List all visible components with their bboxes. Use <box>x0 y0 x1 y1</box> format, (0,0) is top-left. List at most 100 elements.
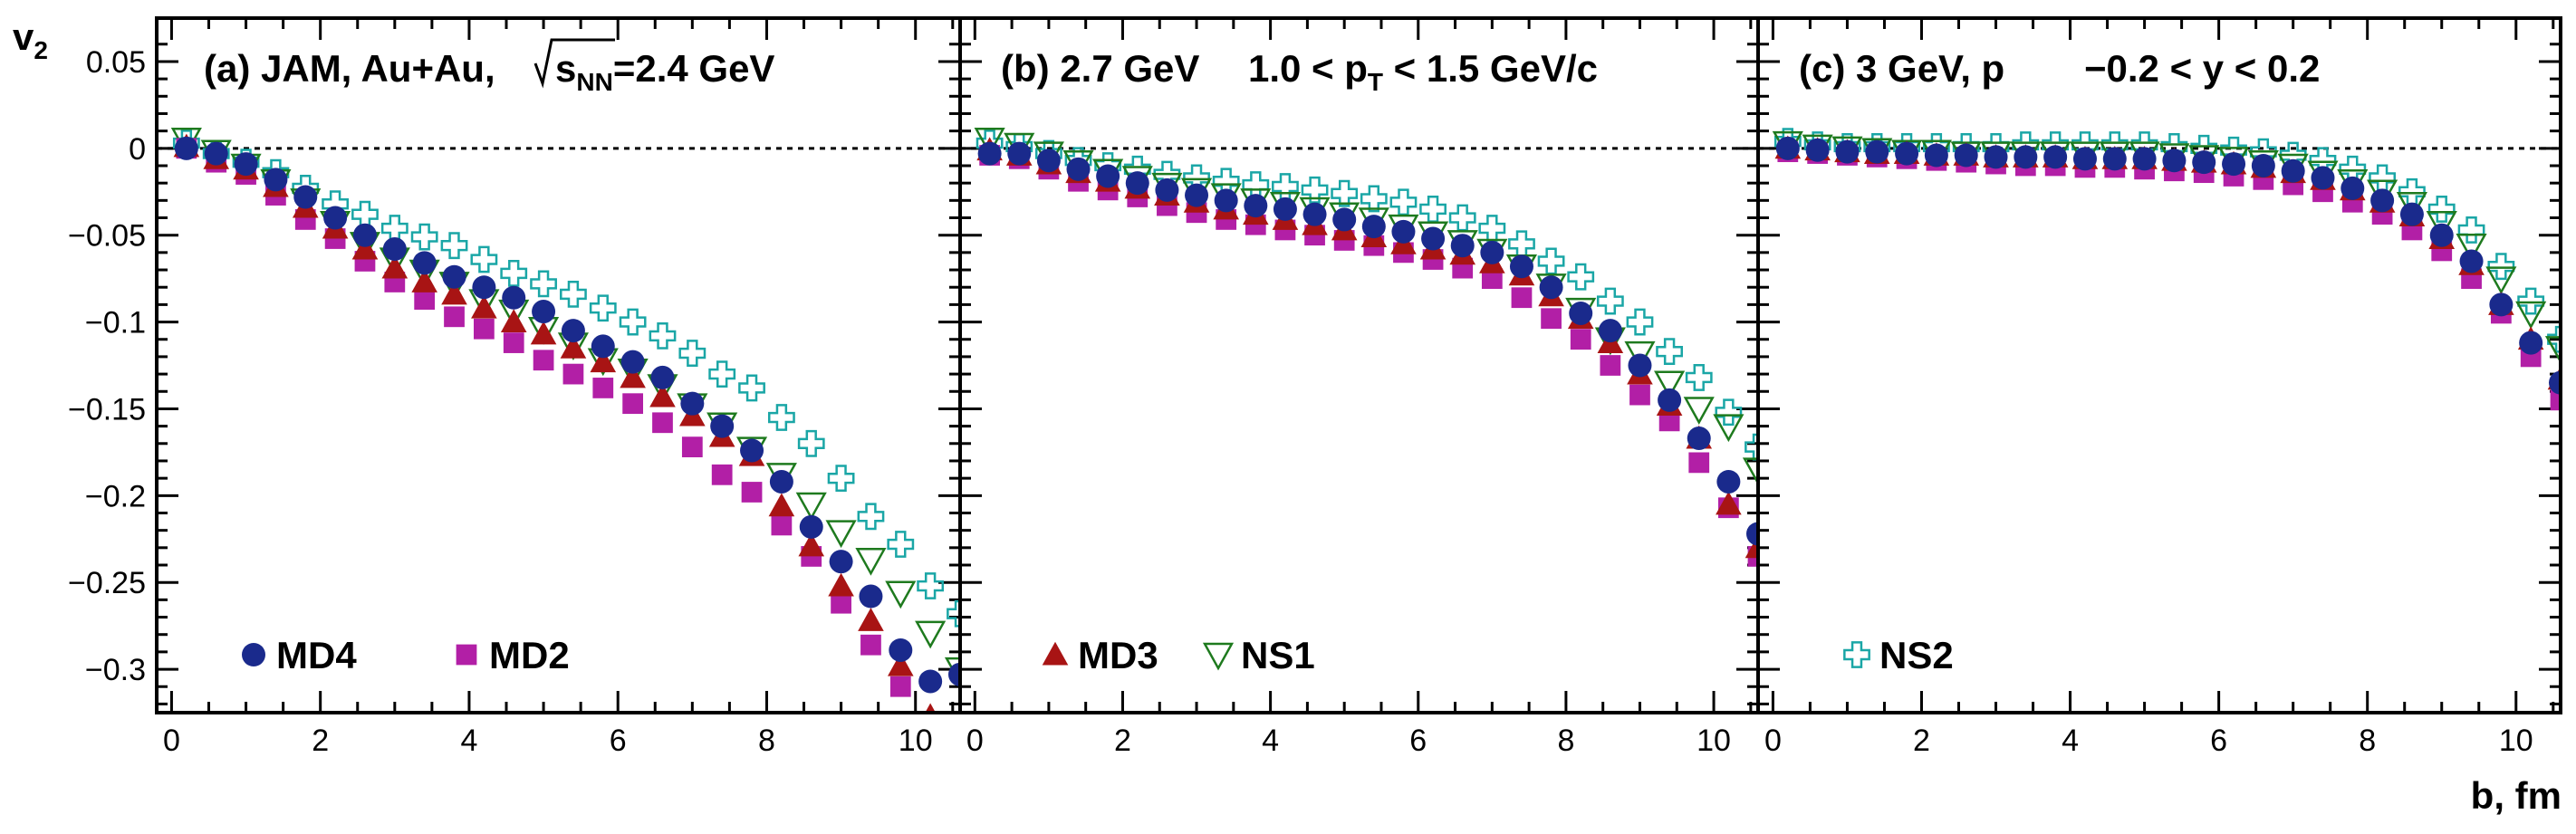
md4-point <box>502 285 526 310</box>
md3-point <box>530 321 557 345</box>
series-md4-panel-1 <box>174 136 960 694</box>
ns2-point <box>1272 173 1299 200</box>
x-tick-label: 8 <box>2359 724 2376 758</box>
md4-point <box>1361 215 1386 239</box>
legend-marker-md4 <box>242 643 265 666</box>
ns1-point <box>2426 211 2457 239</box>
ns1-point <box>795 492 827 521</box>
y-axis-title-subscript: 2 <box>34 36 48 64</box>
legend-marker-ns1 <box>1202 642 1235 671</box>
md4-point <box>2459 249 2484 273</box>
md4-point <box>293 185 318 209</box>
series-ns1-panel-2 <box>974 128 1758 486</box>
ns1-point <box>2515 301 2547 330</box>
ns1-point <box>974 128 1005 156</box>
md2-point <box>1688 452 1710 474</box>
series-ns2-panel-2 <box>976 129 1758 461</box>
data-points-panel-3 <box>1772 128 2561 411</box>
md4-point <box>1716 469 1741 494</box>
series-md4-panel-2 <box>977 141 1758 546</box>
x-axis-panel-2: 0 2 4 6 8 10 <box>966 18 1753 758</box>
x-tick-label: 6 <box>610 724 627 758</box>
md4-point <box>769 469 793 494</box>
md4-point <box>1214 188 1238 213</box>
ns1-point <box>1683 397 1715 425</box>
md2-point <box>1511 287 1533 309</box>
md3-point <box>649 383 676 407</box>
ns2-point <box>1626 308 1654 336</box>
x-tick-label: 8 <box>1557 724 1574 758</box>
md4-point <box>1421 226 1446 251</box>
legend-panel-3: NS2 <box>1843 634 1954 676</box>
md4-point <box>234 152 258 177</box>
series-md3-panel-2 <box>976 137 1758 559</box>
y-tick-label: −0.25 <box>68 566 146 600</box>
ns2-point <box>530 270 557 298</box>
md2-point <box>503 332 524 353</box>
y-axis-panel-1: 0.05 0 −0.05 −0.1 −0.15 −0.2 −0.25 −0.3 <box>68 43 960 705</box>
md4-point <box>1924 143 1948 168</box>
md4-point <box>1302 202 1327 226</box>
data-points-panel-2 <box>974 128 1758 567</box>
x-tick-label: 2 <box>1114 724 1131 758</box>
md4-point <box>204 141 228 166</box>
panel-1: 0 2 4 6 8 10 0.05 0 −0.05 −0.1 −0.15 −0.2 −0.25 −0.3 (… <box>68 16 962 758</box>
panel-2: 0 2 4 6 8 10 (b) 2.7 GeV 1.0 < pT < 1.5 GeV/c MD… <box>958 16 1760 758</box>
ns1-point <box>2456 233 2487 262</box>
md4-point <box>323 206 348 230</box>
md4-point <box>382 237 407 262</box>
ns2-point <box>560 280 587 308</box>
ns2-point <box>1301 176 1329 204</box>
legend-label-ns2: NS2 <box>1879 634 1954 676</box>
legend-label-md3: MD3 <box>1078 634 1158 676</box>
md4-point <box>1332 207 1357 232</box>
md2-point <box>1541 308 1562 330</box>
x-axis-title: b, fm <box>2471 774 2562 817</box>
ns2-point <box>440 232 468 260</box>
md4-point <box>1450 234 1475 258</box>
ns2-point <box>1508 230 1535 258</box>
md3-point <box>858 608 884 631</box>
ns2-point <box>1715 398 1743 427</box>
ns1-point <box>1624 340 1656 369</box>
md2-point <box>1658 410 1680 432</box>
md4-point <box>2341 176 2365 200</box>
md4-point <box>2102 147 2127 171</box>
legend-panel-2: MD3 NS1 <box>1042 634 1315 676</box>
ns1-point <box>1742 457 1758 486</box>
ns2-point <box>2457 216 2485 244</box>
md4-point <box>591 334 615 359</box>
ns2-point <box>1537 247 1565 275</box>
md4-point <box>174 136 198 160</box>
x-tick-label: 10 <box>1697 724 1731 758</box>
ns1-point <box>1654 370 1686 399</box>
ns2-point <box>1331 179 1359 207</box>
md4-point <box>1539 275 1563 300</box>
md4-point <box>680 391 705 416</box>
x-axis-panel-3: 0 2 4 6 8 10 <box>1764 18 2555 758</box>
panel-title-3: (c) 3 GeV, p <box>1799 47 2004 90</box>
panel-title-sqrt: sNN=2.4 GeV <box>555 47 774 96</box>
md3-point <box>351 235 379 260</box>
md2-point <box>562 363 584 385</box>
x-tick-label: 10 <box>2499 724 2533 758</box>
x-tick-label: 2 <box>312 724 329 758</box>
ns2-point <box>917 572 945 599</box>
md2-point <box>622 393 644 415</box>
md3-point <box>500 309 527 333</box>
md4-point <box>1096 164 1120 188</box>
y-tick-label: −0.05 <box>68 219 146 254</box>
md4-point <box>1480 240 1504 264</box>
md4-point <box>1244 194 1268 218</box>
md4-point <box>1865 139 1889 164</box>
ns2-point <box>500 259 528 287</box>
md4-point <box>442 264 466 289</box>
ns2-point <box>2487 253 2515 281</box>
md2-point <box>1600 355 1621 376</box>
y-tick-label: −0.1 <box>85 306 146 340</box>
ns2-point <box>470 245 498 273</box>
x-tick-label: 2 <box>1913 724 1930 758</box>
ns2-point <box>1745 433 1758 461</box>
md3-point <box>798 532 825 557</box>
